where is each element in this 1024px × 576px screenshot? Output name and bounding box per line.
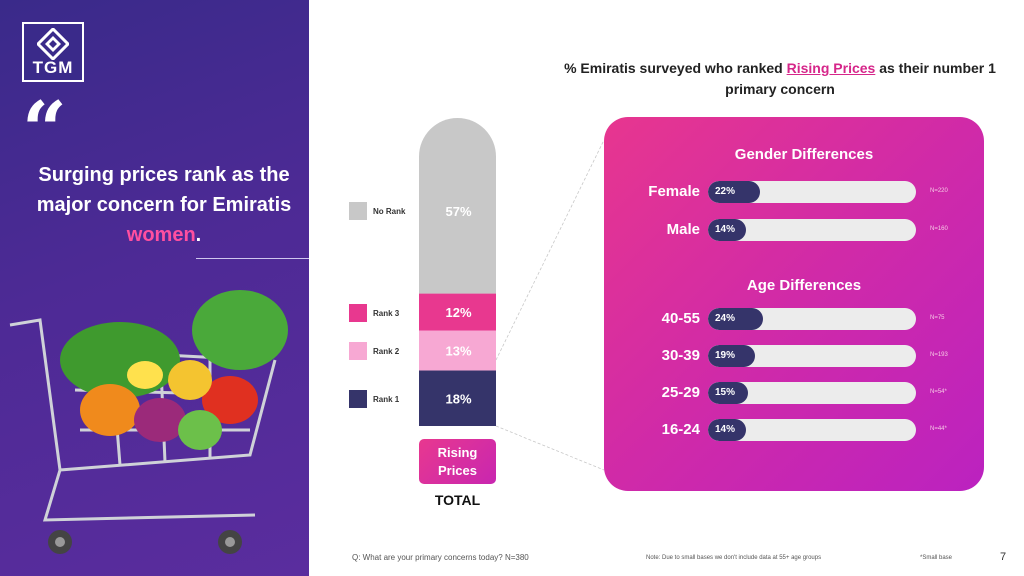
legend-label: Rank 1: [373, 394, 400, 404]
bar-track: 24%: [708, 308, 916, 330]
footer-question: Q: What are your primary concerns today?…: [352, 553, 529, 562]
legend-label: Rank 2: [373, 346, 400, 356]
legend-item-rank-2: Rank 2: [349, 342, 399, 360]
quote-icon: “: [22, 85, 67, 176]
bar-label-rank-1: 18%: [445, 391, 471, 406]
headline-highlight: women: [126, 224, 196, 246]
headline: Surging prices rank as the major concern…: [24, 160, 304, 250]
stacked-total-bar: 18% 13% 12% 57%: [419, 118, 496, 426]
gender-title: Gender Differences: [734, 146, 874, 163]
logo-text: TGM: [32, 58, 74, 77]
diamond-logo-icon: [37, 28, 69, 60]
bar-track: 15%: [708, 382, 916, 404]
page-number: 7: [1000, 551, 1007, 563]
footer-note: Note: Due to small bases we don't includ…: [646, 555, 822, 561]
bar-segment-base: [419, 370, 496, 426]
legend-swatch: [349, 304, 367, 322]
sample-size-label: N=75: [930, 315, 945, 321]
bar-fill-40-55: 24%: [708, 308, 764, 330]
bar-fill-16-24: 14%: [708, 419, 747, 441]
bar-fill-25-29: 15%: [708, 382, 748, 404]
legend-swatch: [349, 342, 367, 360]
legend-item-rank-1: Rank 1: [349, 390, 399, 408]
row-label-male: Male: [666, 221, 700, 238]
legend-item-no-rank: No Rank: [349, 202, 405, 220]
bar-fill-female: 22%: [708, 181, 760, 203]
legend-label: Rank 3: [373, 308, 400, 318]
age-title: Age Differences: [746, 277, 862, 294]
sample-size-label: N=44*: [930, 426, 947, 432]
headline-text: Surging prices rank as the major concern…: [36, 164, 292, 216]
bar-fill-male: 14%: [708, 219, 747, 241]
bar-fill-30-39: 19%: [708, 345, 755, 367]
row-label-25-29: 25-29: [661, 384, 700, 401]
bar-label-no-rank: 57%: [445, 204, 471, 219]
bar-segment-rank-3: [419, 293, 496, 331]
legend-swatch: [349, 202, 367, 220]
legend-item-rank-3: Rank 3: [349, 304, 399, 322]
rising-prices-label: Rising Prices: [419, 439, 496, 484]
sample-size-label: N=193: [930, 352, 948, 358]
chart-title-highlight: Rising Prices: [786, 60, 876, 76]
chart-title-end: as their number 1 primary concern: [725, 60, 996, 97]
left-panel: TGM “ Surging prices rank as the major c…: [0, 0, 309, 576]
bar-label-rank-2: 13%: [445, 344, 471, 359]
bar-track: 14%: [708, 419, 916, 441]
row-label-16-24: 16-24: [661, 421, 700, 438]
chart-title-text: % Emiratis surveyed who ranked: [564, 60, 787, 76]
bar-track: 22%: [708, 181, 916, 203]
chart-title: % Emiratis surveyed who ranked Rising Pr…: [540, 58, 1020, 100]
row-label-female: Female: [648, 183, 700, 200]
divider: [196, 258, 309, 259]
legend-label: No Rank: [373, 206, 406, 216]
bar-track: 14%: [708, 219, 916, 241]
row-label-40-55: 40-55: [661, 310, 700, 327]
bar-track: 19%: [708, 345, 916, 367]
legend-swatch: [349, 390, 367, 408]
sample-size-label: N=54*: [930, 389, 947, 395]
differences-panel: Gender Differences Age Differences Femal…: [604, 117, 984, 491]
shopping-cart-icon: [9, 290, 288, 554]
footer-small-base: *Small base: [920, 555, 953, 561]
bar-label-rank-3: 12%: [445, 305, 471, 320]
bar-segment-no-rank: [419, 118, 496, 294]
bar-segment-rank-2: [419, 330, 496, 371]
sample-size-label: N=220: [930, 188, 948, 194]
total-label: TOTAL: [434, 492, 481, 508]
brand-logo: TGM: [22, 22, 84, 82]
sample-size-label: N=160: [930, 226, 948, 232]
headline-end: .: [195, 224, 202, 246]
row-label-30-39: 30-39: [661, 347, 700, 364]
